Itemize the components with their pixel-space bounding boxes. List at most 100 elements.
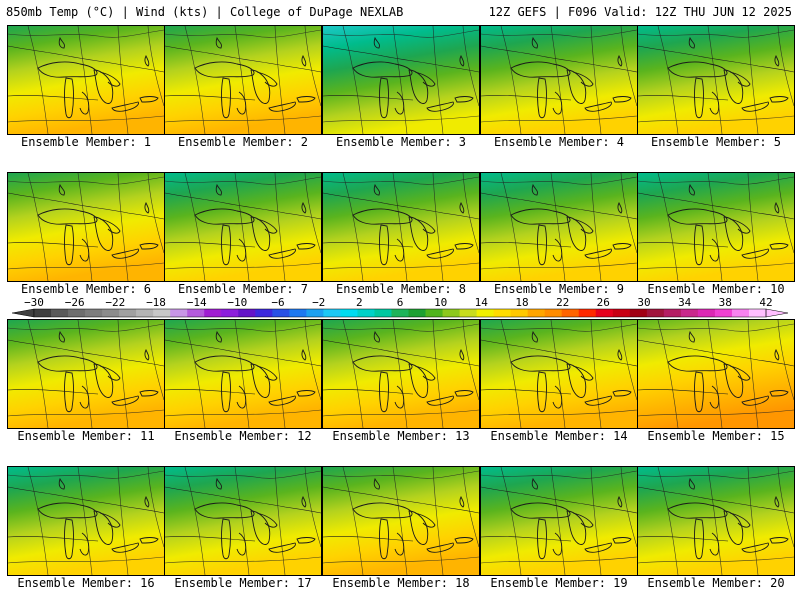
colorbar-tick-label: 42: [759, 296, 772, 309]
ensemble-map-panel: [164, 466, 322, 576]
colorbar-swatch: [187, 309, 205, 317]
colorbar-tick-label: 34: [678, 296, 692, 309]
colorbar-swatch: [697, 309, 716, 317]
temperature-map: [323, 26, 479, 134]
colorbar-tick-label: −10: [227, 296, 247, 309]
colorbar-tick-label: −30: [24, 296, 44, 309]
ensemble-map-panel: [7, 25, 165, 135]
ensemble-map-panel: [637, 172, 795, 282]
colorbar-tick-label: 38: [719, 296, 732, 309]
ensemble-member-label: Ensemble Member: 4: [493, 135, 625, 149]
ensemble-map-panel: [637, 25, 795, 135]
colorbar-tick-label: −14: [187, 296, 207, 309]
colorbar-swatch: [510, 309, 529, 317]
colorbar-swatch: [153, 309, 171, 317]
temperature-map: [323, 467, 479, 575]
ensemble-map-panel: [7, 319, 165, 429]
temperature-map: [638, 467, 794, 575]
ensemble-map-panel: [7, 172, 165, 282]
temperature-colorbar: −30 −26 −22 −18 −14 −10 −6 −2 2 6 10 14 18 22 26 30 34 38…: [0, 296, 800, 320]
ensemble-member-label: Ensemble Member: 15: [647, 429, 785, 443]
colorbar-swatch: [255, 309, 273, 317]
colorbar-swatch: [442, 309, 461, 317]
colorbar-swatch: [425, 309, 444, 317]
colorbar-min-arrow: [11, 308, 35, 318]
ensemble-member-label: Ensemble Member: 17: [174, 576, 312, 590]
colorbar-swatch: [306, 309, 324, 317]
colorbar-tick-label: 22: [556, 296, 569, 309]
ensemble-member-label: Ensemble Member: 3: [335, 135, 467, 149]
ensemble-member-label: Ensemble Member: 13: [332, 429, 470, 443]
colorbar-swatch: [119, 309, 137, 317]
temperature-map: [638, 320, 794, 428]
ensemble-map-panel: [164, 172, 322, 282]
ensemble-map-panel: [637, 466, 795, 576]
colorbar-swatch: [391, 309, 410, 317]
ensemble-map-panel: [480, 466, 638, 576]
ensemble-member-label: Ensemble Member: 7: [177, 282, 309, 296]
colorbar-tick-label: 14: [475, 296, 489, 309]
colorbar-tick-label: 6: [397, 296, 404, 309]
colorbar-swatch: [544, 309, 563, 317]
colorbar-swatch: [493, 309, 512, 317]
temperature-map: [481, 320, 637, 428]
ensemble-member-label: Ensemble Member: 14: [490, 429, 628, 443]
colorbar-tick-label: −6: [271, 296, 284, 309]
ensemble-map-panel: [164, 319, 322, 429]
ensemble-member-label: Ensemble Member: 2: [177, 135, 309, 149]
colorbar-swatch: [527, 309, 546, 317]
colorbar-swatch: [374, 309, 392, 317]
colorbar-swatch: [170, 309, 188, 317]
colorbar-tick-label: 10: [434, 296, 447, 309]
colorbar-swatch: [357, 309, 375, 317]
colorbar-svg: −30 −26 −22 −18 −14 −10 −6 −2 2 6 10 14 18 22 26 30 34 38…: [11, 296, 789, 318]
colorbar-swatch: [204, 309, 222, 317]
temperature-map: [165, 173, 321, 281]
ensemble-member-label: Ensemble Member: 6: [20, 282, 152, 296]
colorbar-swatch: [680, 309, 699, 317]
colorbar-tick-label: −26: [65, 296, 85, 309]
temperature-map: [323, 320, 479, 428]
ensemble-map-panel: [480, 25, 638, 135]
temperature-map: [8, 467, 164, 575]
temperature-map: [481, 467, 637, 575]
colorbar-tick-label: −18: [146, 296, 166, 309]
colorbar-tick-label: 18: [515, 296, 528, 309]
colorbar-swatch: [629, 309, 648, 317]
ensemble-member-label: Ensemble Member: 1: [20, 135, 152, 149]
colorbar-swatch: [731, 309, 750, 317]
temperature-map: [165, 320, 321, 428]
temperature-map: [8, 173, 164, 281]
ensemble-map-panel: [480, 172, 638, 282]
colorbar-swatch: [459, 309, 478, 317]
colorbar-swatch: [578, 309, 597, 317]
colorbar-swatch: [289, 309, 307, 317]
ensemble-member-label: Ensemble Member: 10: [647, 282, 785, 296]
ensemble-map-panel: [322, 25, 480, 135]
colorbar-swatch: [323, 309, 341, 317]
colorbar-swatch: [102, 309, 120, 317]
header-left-title: 850mb Temp (°C) | Wind (kts) | College o…: [6, 5, 404, 19]
ensemble-member-label: Ensemble Member: 9: [493, 282, 625, 296]
ensemble-member-label: Ensemble Member: 5: [650, 135, 782, 149]
colorbar-tick-label: −2: [312, 296, 325, 309]
ensemble-map-panel: [322, 466, 480, 576]
colorbar-swatch: [595, 309, 614, 317]
ensemble-member-label: Ensemble Member: 18: [332, 576, 470, 590]
colorbar-tick-label: 2: [356, 296, 363, 309]
colorbar-swatch: [561, 309, 580, 317]
colorbar-swatch: [476, 309, 495, 317]
ensemble-member-label: Ensemble Member: 20: [647, 576, 785, 590]
temperature-map: [481, 173, 637, 281]
temperature-map: [165, 467, 321, 575]
ensemble-member-label: Ensemble Member: 19: [490, 576, 628, 590]
colorbar-swatch: [408, 309, 427, 317]
header-right-title: 12Z GEFS | F096 Valid: 12Z THU JUN 12 20…: [488, 5, 792, 19]
temperature-map: [638, 26, 794, 134]
ensemble-map-panel: [7, 466, 165, 576]
colorbar-swatch: [68, 309, 86, 317]
temperature-map: [481, 26, 637, 134]
colorbar-swatch: [340, 309, 358, 317]
ensemble-map-panel: [322, 319, 480, 429]
colorbar-tick-label: 26: [597, 296, 610, 309]
